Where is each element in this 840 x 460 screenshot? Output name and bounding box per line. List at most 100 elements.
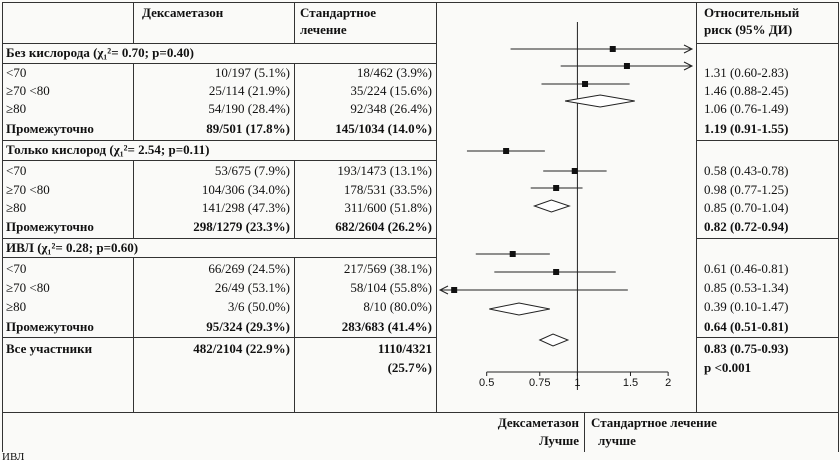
- favours-dexamethasone-line2: Лучше: [539, 433, 579, 448]
- row-rr: 0.61 (0.46-0.81): [704, 261, 789, 276]
- col-divider-label-g1: [133, 63, 134, 140]
- group2-divider: [2, 238, 436, 239]
- border-right: [838, 2, 839, 452]
- favours-standard-line1: Стандартное лечение: [591, 415, 717, 430]
- row-label-subtotal: Промежуточно: [6, 219, 94, 234]
- overall-label: Все участники: [6, 341, 93, 356]
- overall-p-value: p <0.001: [704, 360, 752, 375]
- row-dex-subtotal: 95/324 (29.3%): [206, 319, 290, 334]
- row-std: 8/10 (80.0%): [363, 299, 432, 314]
- group-title: ИВЛ (χ₁²= 0.28; p=0.60): [6, 240, 139, 255]
- row-label: ≥70 <80: [6, 182, 50, 197]
- x-tick-label: 1.5: [623, 377, 638, 389]
- group1-divider-rr: [696, 140, 838, 141]
- point-estimate: [623, 63, 630, 69]
- group3-title-divider: [2, 257, 436, 258]
- group-title: Только кислород (χ₁²= 2.54; p=0.11): [6, 142, 210, 157]
- border-left: [2, 2, 3, 452]
- row-std: 92/348 (26.4%): [350, 101, 432, 116]
- row-dex: 141/298 (47.3%): [201, 200, 290, 215]
- row-dex: 25/114 (21.9%): [208, 83, 290, 98]
- row-std: 18/462 (3.9%): [356, 65, 432, 80]
- point-estimate: [571, 168, 578, 174]
- col-divider-label-g2: [133, 160, 134, 238]
- row-dex-subtotal: 89/501 (17.8%): [206, 121, 290, 136]
- row-rr: 0.85 (0.70-1.04): [704, 200, 789, 215]
- row-std: 217/569 (38.1%): [343, 261, 432, 276]
- group2-title-divider: [2, 160, 436, 161]
- row-label: ≥70 <80: [6, 280, 50, 295]
- overall-std-line1: 1110/4321: [377, 341, 432, 356]
- header-rr-line1: Относительный: [704, 5, 800, 20]
- col-divider-plot: [696, 2, 697, 412]
- row-std: 311/600 (51.8%): [344, 200, 432, 215]
- group2-divider-rr: [696, 238, 838, 239]
- ci-arrow-right: [683, 61, 694, 71]
- favours-dexamethasone-line1: Дексаметазон: [497, 415, 579, 430]
- row-std: 58/104 (55.8%): [350, 280, 432, 295]
- header-dexamethasone: Дексаметазон: [142, 5, 224, 20]
- row-rr: 0.85 (0.53-1.34): [704, 280, 789, 295]
- ci-arrow-right: [683, 44, 694, 54]
- group-title: Без кислорода (χ₁²= 0.70; p=0.40): [6, 45, 194, 60]
- col-divider-dex-g2: [294, 160, 295, 238]
- group1-divider: [2, 140, 436, 141]
- point-estimate: [553, 185, 560, 191]
- col-divider-dex: [294, 2, 295, 43]
- subtotal-diamond: [564, 94, 635, 108]
- row-dex-subtotal: 298/1279 (23.3%): [193, 219, 290, 234]
- col-divider-label-g3: [133, 257, 134, 412]
- subtotal-diamond: [538, 333, 570, 347]
- row-std: 193/1473 (13.1%): [337, 163, 432, 178]
- row-rr-subtotal: 0.82 (0.72-0.94): [704, 219, 789, 234]
- row-std-subtotal: 145/1034 (14.0%): [335, 121, 432, 136]
- row-dex: 66/269 (24.5%): [208, 261, 290, 276]
- row-std-subtotal: 682/2604 (26.2%): [335, 219, 432, 234]
- cropped-caption: ИВЛ: [2, 451, 25, 460]
- row-label: ≥80: [6, 299, 27, 314]
- overall-dex: 482/2104 (22.9%): [193, 341, 290, 356]
- row-label: ≥70 <80: [6, 83, 50, 98]
- col-divider-dex-g1: [294, 63, 295, 140]
- row-rr: 0.39 (0.10-1.47): [704, 299, 789, 314]
- point-estimate: [582, 81, 589, 87]
- x-tick-label: 0.5: [479, 377, 494, 389]
- row-rr: 1.46 (0.88-2.45): [704, 83, 789, 98]
- row-label: <70: [6, 65, 27, 80]
- x-tick-label: 2: [665, 377, 671, 389]
- table-top-border: [2, 2, 838, 3]
- row-label: ≥80: [6, 101, 27, 116]
- x-tick-label: 0.75: [529, 377, 550, 389]
- x-tick-label: 1: [574, 377, 580, 389]
- col-divider-label: [133, 2, 134, 43]
- row-dex: 53/675 (7.9%): [214, 163, 290, 178]
- row-label: ≥80: [6, 200, 27, 215]
- subtotal-diamond: [489, 302, 550, 316]
- row-std: 35/224 (15.6%): [350, 83, 432, 98]
- row-rr: 0.58 (0.43-0.78): [704, 163, 789, 178]
- row-rr: 1.06 (0.76-1.49): [704, 101, 789, 116]
- col-divider-dex-g3: [294, 257, 295, 412]
- row-label-subtotal: Промежуточно: [6, 121, 94, 136]
- point-estimate: [553, 269, 560, 275]
- row-std-subtotal: 283/683 (41.4%): [341, 319, 432, 334]
- point-estimate: [609, 46, 616, 52]
- subtotal-diamond: [532, 199, 571, 213]
- header-standard-line1: Стандартное: [300, 5, 377, 20]
- group1-title-divider: [2, 63, 436, 64]
- point-estimate: [509, 251, 516, 257]
- row-label-subtotal: Промежуточно: [6, 319, 94, 334]
- row-dex: 3/6 (50.0%): [227, 299, 290, 314]
- header-divider-rr: [696, 43, 838, 44]
- row-std: 178/531 (33.5%): [343, 182, 432, 197]
- row-label: <70: [6, 261, 27, 276]
- row-dex: 104/306 (34.0%): [201, 182, 290, 197]
- group3-divider: [2, 337, 436, 338]
- col-divider-std: [436, 2, 437, 412]
- table-bottom-border: [2, 412, 838, 413]
- overall-std-line2: (25.7%): [387, 360, 432, 375]
- row-rr-subtotal: 1.19 (0.91-1.55): [704, 121, 789, 136]
- favours-standard-line2: лучше: [598, 433, 636, 448]
